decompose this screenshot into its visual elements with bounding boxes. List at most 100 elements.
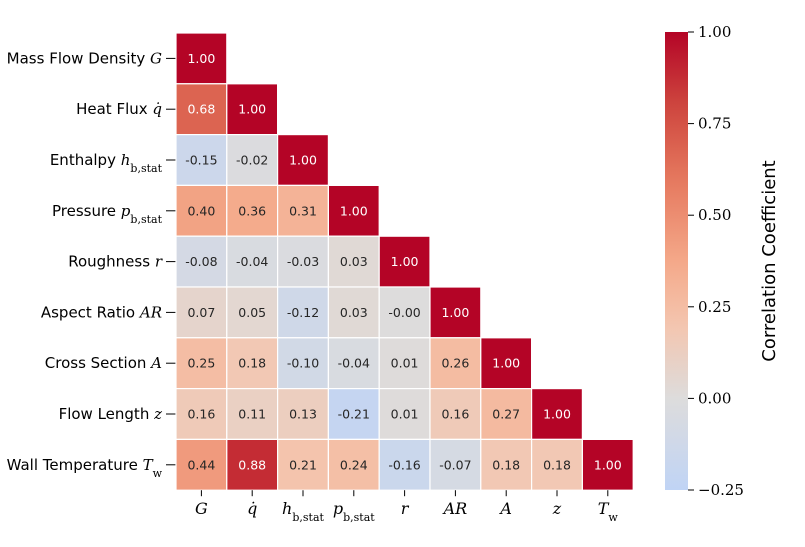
heatmap-cell: [175, 32, 228, 85]
cell-value-label: 0.24: [340, 457, 368, 472]
heatmap-cell: [429, 337, 482, 390]
colorbar: 1.00 0.75 0.50 0.25 0.00 −0.25 Correlation Co…: [665, 23, 780, 499]
cell-value-label: -0.16: [388, 457, 420, 472]
row-label: Aspect Ratio AR: [41, 303, 162, 321]
heatmap-cell: [277, 184, 330, 237]
cell-value-label: 0.05: [238, 305, 266, 320]
heatmap-cell: [429, 438, 482, 491]
cell-value-label: 0.18: [543, 457, 571, 472]
colorbar-label: Correlation Coefficient: [759, 160, 780, 361]
cell-value-label: -0.15: [185, 153, 217, 168]
cell-value-label: 1.00: [391, 254, 419, 269]
colorbar-ticks: 1.00 0.75 0.50 0.25 0.00 −0.25: [688, 23, 744, 499]
cell-value-label: 1.00: [594, 457, 622, 472]
cell-value-label: 0.18: [238, 356, 266, 371]
heatmap-cell: [378, 388, 431, 441]
heatmap-cell: [327, 438, 380, 491]
colorbar-tick-label: −0.25: [698, 481, 744, 499]
cell-value-label: 0.16: [187, 407, 215, 422]
heatmap-cell: [175, 235, 228, 288]
heatmap-cell: [277, 438, 330, 491]
heatmap-cell: [175, 184, 228, 237]
heatmap-cell: [378, 337, 431, 390]
cell-value-label: 0.11: [238, 407, 266, 422]
cell-value-label: 1.00: [289, 153, 317, 168]
heatmap-cell: [226, 184, 279, 237]
cell-value-label: 1.00: [340, 203, 368, 218]
cell-value-label: 0.13: [289, 407, 317, 422]
cell-value-label: 1.00: [492, 356, 520, 371]
heatmap-cell: [175, 337, 228, 390]
row-labels: Mass Flow Density G Heat Flux q̇ Enthalpy …: [7, 49, 176, 479]
column-label: hb,stat: [282, 499, 324, 524]
cell-value-label: 0.21: [289, 457, 317, 472]
heatmap-cell: [429, 388, 482, 441]
cell-value-label: 0.31: [289, 203, 317, 218]
cell-value-label: 0.07: [187, 305, 215, 320]
cell-value-label: 0.16: [441, 407, 469, 422]
column-label: G: [195, 499, 208, 518]
column-label: r: [401, 499, 410, 518]
cell-value-label: 0.03: [340, 254, 368, 269]
cell-value-label: 0.03: [340, 305, 368, 320]
heatmap-cell: [175, 286, 228, 339]
cell-value-label: 0.88: [238, 457, 266, 472]
cell-value-label: 0.26: [441, 356, 469, 371]
cell-value-label: 1.00: [238, 102, 266, 117]
cell-value-label: 0.18: [492, 457, 520, 472]
row-label: Mass Flow Density G: [7, 49, 162, 67]
heatmap-cell: [429, 286, 482, 339]
heatmap-cell: [327, 286, 380, 339]
row-label: Wall Temperature Tw: [7, 456, 163, 480]
colorbar-tick-label: 0.25: [698, 298, 731, 316]
heatmap-cell: [530, 438, 583, 491]
cell-value-label: -0.21: [338, 407, 370, 422]
colorbar-tick-label: 0.00: [698, 389, 731, 407]
column-label: AR: [442, 499, 468, 518]
cell-value-label: 0.01: [391, 407, 419, 422]
heatmap-cell: [226, 388, 279, 441]
cell-value-label: 0.44: [187, 457, 215, 472]
heatmap-cell: [530, 388, 583, 441]
cell-value-label: -0.10: [287, 356, 319, 371]
column-label: A: [498, 499, 512, 518]
cell-value-label: 1.00: [441, 305, 469, 320]
row-label: Pressure pb,stat: [52, 202, 163, 226]
cell-value-label: 1.00: [187, 51, 215, 66]
cell-value-label: 0.36: [238, 203, 266, 218]
column-label: pb,stat: [333, 499, 375, 524]
cell-value-label: 1.00: [543, 407, 571, 422]
cell-value-label: -0.04: [236, 254, 268, 269]
heatmap-cell: [226, 286, 279, 339]
heatmap-cell: [327, 388, 380, 441]
heatmap-cells: 1.00 0.68 1.00 -0.15 -0.02 1.00 0.40 0.36 0.31 1.…: [175, 32, 634, 491]
cell-value-label: -0.03: [287, 254, 319, 269]
cell-value-label: -0.04: [338, 356, 370, 371]
colorbar-tick-label: 1.00: [698, 23, 731, 41]
cell-value-label: -0.08: [185, 254, 217, 269]
colorbar-tick-label: 0.75: [698, 115, 731, 133]
row-label: Heat Flux q̇: [76, 100, 162, 118]
colorbar-tick-label: 0.50: [698, 206, 731, 224]
cell-value-label: 0.01: [391, 356, 419, 371]
column-label: Tw: [598, 499, 619, 524]
cell-value-label: -0.07: [439, 457, 471, 472]
column-label: q̇: [247, 499, 257, 518]
cell-value-label: -0.12: [287, 305, 319, 320]
cell-value-label: 0.68: [187, 102, 215, 117]
heatmap-cell: [480, 438, 533, 491]
column-label: z: [552, 499, 562, 518]
heatmap-cell: [480, 337, 533, 390]
heatmap-cell: [378, 235, 431, 288]
heatmap-cell: [277, 235, 330, 288]
row-label: Flow Length z: [59, 405, 163, 423]
heatmap-cell: [277, 337, 330, 390]
heatmap-cell: [581, 438, 634, 491]
colorbar-gradient: [665, 32, 688, 490]
cell-value-label: 0.25: [187, 356, 215, 371]
row-label: Roughness r: [68, 253, 163, 271]
cell-value-label: -0.02: [236, 153, 268, 168]
row-label: Cross Section A: [45, 354, 162, 372]
row-label: Enthalpy hb,stat: [50, 151, 163, 175]
